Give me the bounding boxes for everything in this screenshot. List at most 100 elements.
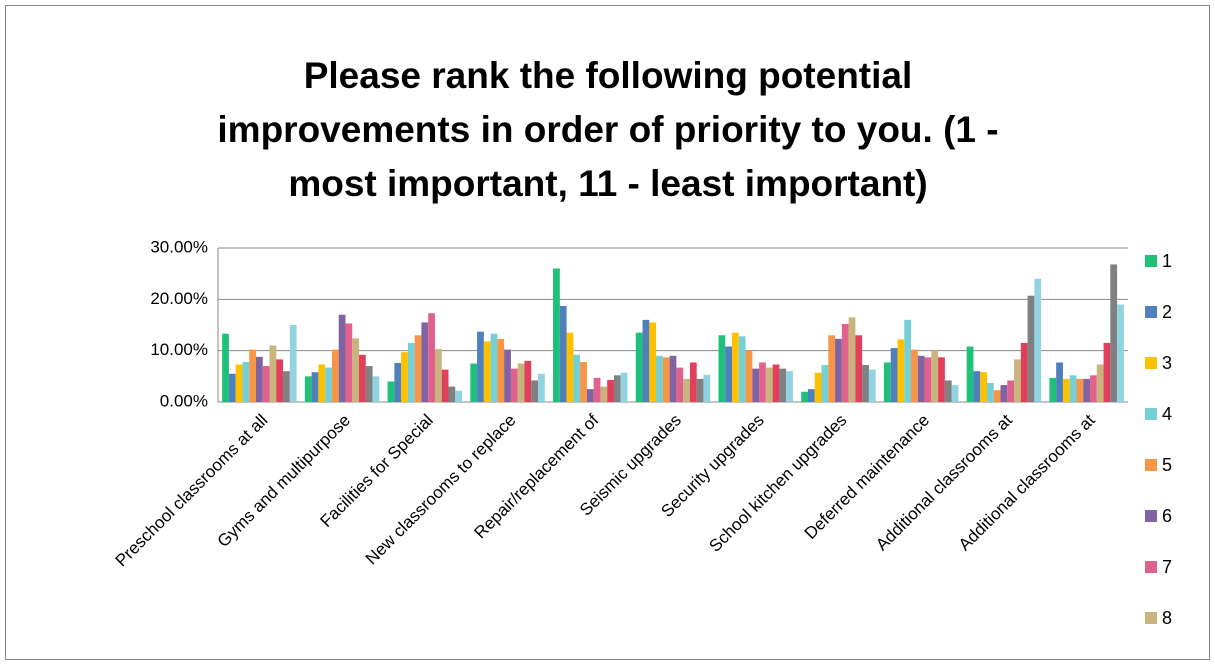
bar — [986, 383, 994, 402]
bar — [835, 338, 842, 402]
bar — [421, 322, 429, 402]
bar — [524, 360, 532, 402]
bar — [566, 332, 574, 402]
bar — [1096, 364, 1104, 402]
bar — [841, 323, 849, 402]
bar — [600, 386, 608, 402]
bar — [255, 356, 263, 402]
bar — [689, 362, 697, 402]
bar — [951, 385, 959, 402]
y-tick-label: 0.00% — [160, 391, 208, 410]
bar — [593, 377, 601, 402]
bar — [897, 339, 905, 402]
bar — [980, 372, 987, 402]
bar — [779, 368, 787, 402]
bar — [497, 338, 505, 402]
bar — [1117, 304, 1124, 402]
legend-swatch — [1145, 612, 1157, 624]
bar — [483, 341, 491, 402]
bar — [573, 354, 581, 402]
bar — [966, 346, 974, 402]
bar — [607, 379, 614, 402]
bar — [331, 349, 339, 402]
bar — [434, 349, 442, 402]
bar — [401, 352, 408, 402]
bar — [289, 325, 297, 402]
bar — [517, 363, 525, 402]
bar — [414, 335, 422, 402]
bar — [359, 354, 366, 402]
bar — [504, 349, 511, 402]
bar — [387, 381, 395, 402]
bar — [283, 371, 290, 402]
bar — [732, 332, 739, 402]
bar — [394, 362, 402, 402]
bar — [904, 319, 912, 402]
bar — [890, 348, 898, 402]
legend-label: 4 — [1162, 404, 1172, 424]
bar — [801, 391, 808, 402]
chart-title: improvements in order of priority to you… — [217, 109, 998, 150]
bar — [917, 355, 925, 402]
bar — [235, 364, 243, 402]
bar — [262, 366, 270, 402]
bar — [738, 336, 746, 402]
bar — [553, 268, 560, 402]
bar — [580, 361, 587, 402]
bar — [228, 373, 236, 402]
bar — [538, 373, 545, 402]
legend-swatch — [1145, 306, 1157, 318]
bar — [924, 357, 932, 402]
bar — [1007, 380, 1015, 402]
bar — [531, 380, 539, 402]
bar — [745, 350, 753, 402]
bar — [752, 368, 760, 402]
bar — [620, 372, 628, 402]
bar — [470, 363, 478, 402]
legend-swatch — [1145, 561, 1157, 573]
legend-label: 3 — [1162, 353, 1172, 373]
legend-label: 7 — [1162, 557, 1172, 577]
bar — [855, 335, 863, 402]
bar — [1034, 278, 1042, 402]
bar — [683, 378, 690, 402]
bar — [276, 359, 284, 402]
bar — [759, 362, 766, 402]
bar — [1049, 377, 1057, 402]
bar — [703, 374, 711, 402]
bar — [938, 357, 945, 402]
bar — [1056, 362, 1063, 402]
bar — [807, 389, 815, 402]
bar — [352, 338, 360, 402]
bar — [510, 368, 518, 402]
bar — [993, 390, 1001, 402]
legend-swatch — [1145, 459, 1157, 471]
legend-label: 1 — [1162, 251, 1172, 271]
bar — [1069, 375, 1077, 402]
bar — [1000, 385, 1008, 402]
bar — [613, 375, 621, 402]
bar — [407, 342, 415, 402]
bar — [490, 333, 498, 402]
bar — [772, 364, 780, 402]
bar — [635, 332, 643, 402]
bar — [848, 317, 856, 402]
legend-label: 8 — [1162, 608, 1172, 628]
bar — [676, 367, 684, 402]
bar — [345, 323, 353, 402]
bar — [821, 365, 829, 402]
chart-border — [5, 5, 1210, 660]
chart-title: Please rank the following potential — [304, 55, 913, 96]
bar — [222, 333, 229, 402]
legend-swatch — [1145, 255, 1157, 267]
bar — [718, 335, 726, 402]
bar — [1020, 342, 1028, 402]
bar — [325, 367, 332, 402]
bar — [338, 314, 346, 402]
bar — [765, 367, 773, 402]
bar — [1110, 264, 1118, 402]
bar — [868, 369, 876, 402]
legend-swatch — [1145, 510, 1157, 522]
bar — [911, 349, 918, 402]
